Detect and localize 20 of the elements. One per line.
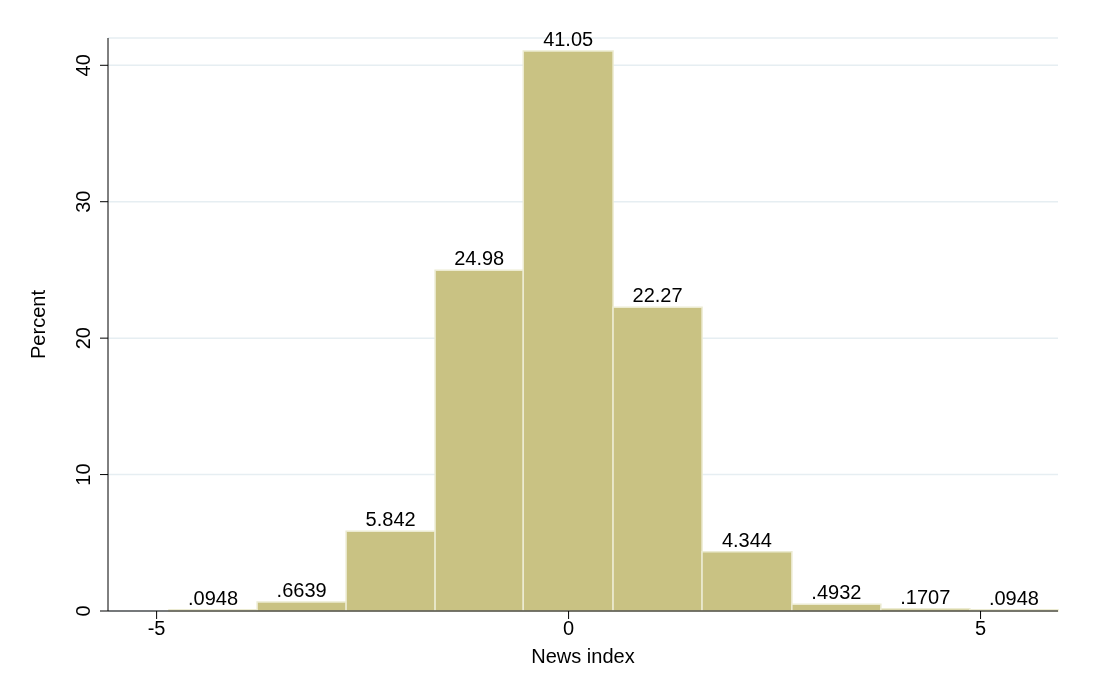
- x-axis-title: News index: [531, 645, 635, 667]
- y-tick-label: 10: [72, 463, 94, 486]
- data-label: .4932: [811, 581, 862, 604]
- x-tick-label: -5: [147, 617, 166, 640]
- data-label: 22.27: [632, 284, 683, 307]
- data-label: .0948: [188, 586, 239, 609]
- data-label: .6639: [276, 578, 327, 601]
- x-tick-label: 5: [974, 617, 987, 640]
- y-tick-label: 40: [72, 54, 94, 77]
- y-axis-title: Percent: [27, 289, 50, 359]
- data-label: 24.98: [454, 247, 505, 270]
- data-label: .0948: [988, 586, 1039, 609]
- y-tick-label: 30: [72, 190, 94, 213]
- data-label: 4.344: [721, 528, 772, 551]
- y-tick-label: 20: [72, 327, 94, 350]
- data-label: .1707: [900, 585, 951, 608]
- data-label: 41.05: [543, 27, 594, 50]
- data-label: 5.842: [365, 508, 416, 531]
- y-tick-label: 0: [72, 605, 94, 617]
- x-tick-label: 0: [563, 617, 575, 640]
